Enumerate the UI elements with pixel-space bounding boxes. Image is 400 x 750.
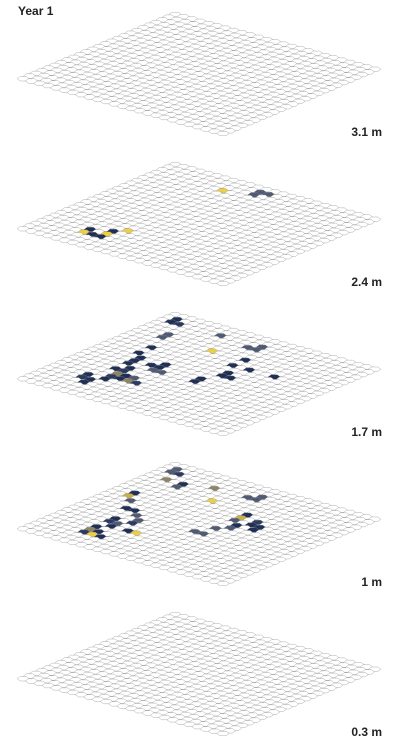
depth-label: 0.3 m: [351, 725, 382, 739]
hex-cell: [216, 131, 230, 136]
depth-layer-4: [16, 612, 382, 736]
chart-title: Year 1: [18, 4, 54, 18]
depth-layer-2: [16, 312, 382, 436]
depth-layer-3: [16, 462, 382, 586]
depth-label: 3.1 m: [351, 125, 382, 139]
depth-label: 2.4 m: [351, 275, 382, 289]
hex-cell: [216, 281, 230, 286]
depth-layer-0: [16, 12, 382, 136]
depth-label: 1 m: [361, 575, 382, 589]
depth-label: 1.7 m: [351, 425, 382, 439]
depth-layer-1: [16, 162, 382, 286]
hex-cell: [216, 431, 230, 436]
